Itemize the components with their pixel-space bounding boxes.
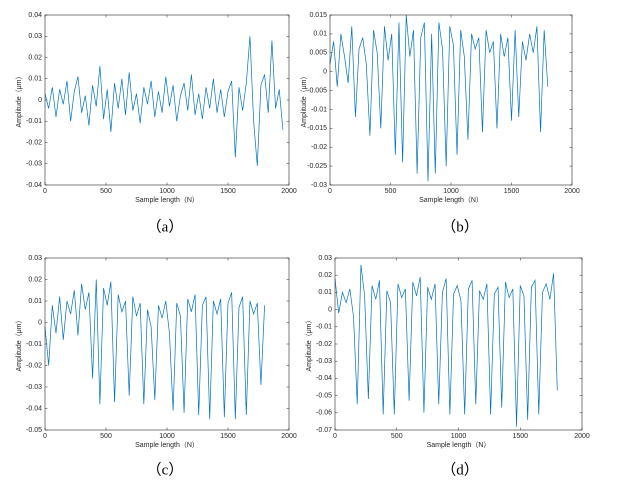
x-tick-label: 1500 xyxy=(504,188,520,195)
y-axis-label: Amplitude（μm） xyxy=(300,73,308,128)
x-tick-label: 500 xyxy=(100,433,112,440)
x-tick-label: 1000 xyxy=(451,433,467,440)
x-tick-label: 500 xyxy=(391,433,403,440)
y-tick-label: -0.06 xyxy=(316,410,332,417)
y-tick-label: -0.02 xyxy=(316,341,332,348)
y-tick-label: 0.02 xyxy=(28,276,42,283)
y-tick-label: 0.01 xyxy=(318,289,332,296)
y-tick-label: -0.05 xyxy=(316,392,332,399)
x-tick-label: 0 xyxy=(43,188,47,195)
x-tick-label: 2000 xyxy=(281,188,297,195)
signal-line xyxy=(44,36,284,166)
y-tick-label: 0.01 xyxy=(28,298,42,305)
y-tick-label: 0.01 xyxy=(28,76,42,83)
y-tick-label: -0.03 xyxy=(316,358,332,365)
y-tick-label: -0.02 xyxy=(311,144,327,151)
x-tick-label: 1500 xyxy=(220,188,236,195)
y-tick-label: 0 xyxy=(38,319,42,326)
y-tick-label: -0.02 xyxy=(26,139,42,146)
y-tick-label: 0.02 xyxy=(28,54,42,61)
caption: （a） xyxy=(147,218,184,235)
y-tick-label: 0.03 xyxy=(28,255,42,262)
y-tick-label: -0.015 xyxy=(307,125,327,132)
x-axis-label: Sample length（N） xyxy=(135,196,199,204)
x-tick-label: 500 xyxy=(385,188,397,195)
y-tick-label: 0.04 xyxy=(28,12,42,19)
x-axis-label: Sample length（N） xyxy=(135,441,199,449)
y-tick-label: -0.03 xyxy=(26,161,42,168)
x-axis-label: Sample length（N） xyxy=(419,196,483,204)
y-tick-label: 0 xyxy=(323,69,327,76)
y-tick-label: -0.04 xyxy=(26,405,42,412)
axes-frame xyxy=(44,14,290,186)
y-tick-label: -0.025 xyxy=(307,163,327,170)
y-tick-label: -0.04 xyxy=(26,182,42,189)
y-tick-label: -0.01 xyxy=(316,324,332,331)
x-tick-label: 2000 xyxy=(564,188,580,195)
caption: （c） xyxy=(147,461,184,478)
y-tick-label: 0.005 xyxy=(309,50,327,57)
y-tick-label: -0.01 xyxy=(26,341,42,348)
axes-frame xyxy=(44,257,290,431)
signal-line xyxy=(44,279,265,420)
y-tick-label: -0.05 xyxy=(26,427,42,434)
y-axis-label: Amplitude（μm） xyxy=(15,73,23,128)
x-tick-label: 500 xyxy=(100,188,112,195)
y-tick-label: 0 xyxy=(38,97,42,104)
y-tick-label: 0 xyxy=(328,306,332,313)
x-tick-label: 1500 xyxy=(512,433,528,440)
y-tick-label: 0.03 xyxy=(318,255,332,262)
axes-frame xyxy=(329,14,573,186)
axes-frame xyxy=(334,257,583,431)
x-tick-label: 0 xyxy=(43,433,47,440)
y-tick-label: 0.02 xyxy=(318,272,332,279)
y-tick-label: -0.005 xyxy=(307,87,327,94)
y-tick-label: -0.02 xyxy=(26,362,42,369)
y-tick-label: 0.03 xyxy=(28,33,42,40)
signal-line xyxy=(334,264,558,427)
y-axis-label: Amplitude（μm） xyxy=(305,317,313,372)
y-tick-label: 0.01 xyxy=(313,31,327,38)
x-tick-label: 2000 xyxy=(574,433,590,440)
x-tick-label: 0 xyxy=(333,433,337,440)
y-tick-label: -0.04 xyxy=(316,375,332,382)
caption: （d） xyxy=(441,461,479,478)
y-tick-label: 0.015 xyxy=(309,12,327,19)
x-tick-label: 1500 xyxy=(220,433,236,440)
x-tick-label: 0 xyxy=(328,188,332,195)
x-tick-label: 2000 xyxy=(281,433,297,440)
x-tick-label: 1000 xyxy=(443,188,459,195)
y-tick-label: -0.07 xyxy=(316,427,332,434)
x-axis-label: Sample length（N） xyxy=(427,441,491,449)
y-tick-label: -0.03 xyxy=(26,384,42,391)
y-tick-label: -0.01 xyxy=(311,106,327,113)
y-axis-label: Amplitude（μm） xyxy=(15,317,23,372)
y-tick-label: -0.03 xyxy=(311,182,327,189)
signal-line xyxy=(329,14,549,182)
x-tick-label: 1000 xyxy=(159,188,175,195)
y-tick-label: -0.01 xyxy=(26,118,42,125)
caption: （b） xyxy=(441,218,479,235)
x-tick-label: 1000 xyxy=(159,433,175,440)
